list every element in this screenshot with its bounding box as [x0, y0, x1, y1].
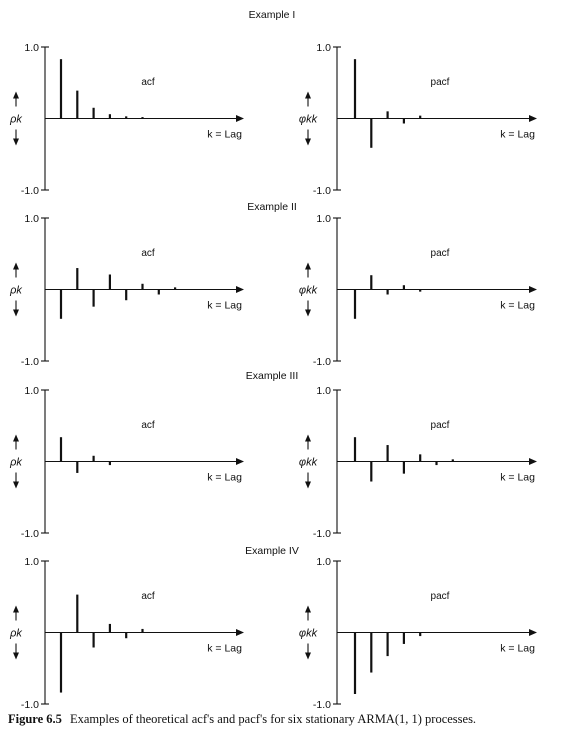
arrow-up-icon — [13, 605, 19, 613]
panel-label: acf — [141, 420, 155, 431]
example-1: Example I — [249, 9, 296, 21]
y-axis-label: ρk — [9, 628, 22, 640]
arrow-up-icon — [305, 434, 311, 442]
y-axis-label: φkk — [299, 457, 318, 469]
panel-label: pacf — [431, 591, 450, 602]
arrow-down-icon — [13, 652, 19, 660]
x-axis-label: k = Lag — [500, 129, 535, 141]
panel-pacf-example-4: 1.0 -1.0 k = Lag pacf φkk — [299, 556, 537, 708]
y-tick-label-bottom: -1.0 — [313, 699, 331, 708]
example-3: Example III — [246, 370, 299, 382]
panel-acf-example-3: 1.0 -1.0 k = Lag acf ρk — [9, 385, 244, 540]
arrow-down-icon — [13, 309, 19, 317]
x-axis-label: k = Lag — [500, 472, 535, 484]
example-title: Example IV — [245, 545, 299, 557]
x-axis-arrow-icon — [529, 629, 537, 636]
y-axis-label: φkk — [299, 285, 318, 297]
panel-label: pacf — [431, 420, 450, 431]
y-axis-label: ρk — [9, 457, 22, 469]
y-tick-label-bottom: -1.0 — [313, 528, 331, 540]
y-tick-label-bottom: -1.0 — [21, 185, 39, 197]
panel-label: pacf — [431, 248, 450, 259]
panel-label: pacf — [431, 77, 450, 88]
arrow-down-icon — [305, 481, 311, 489]
y-tick-label-top: 1.0 — [24, 385, 39, 397]
example-title: Example II — [247, 201, 297, 213]
x-axis-label: k = Lag — [207, 129, 242, 141]
arrow-up-icon — [305, 91, 311, 99]
figure-acf-pacf: Example I Example II Example III Example… — [9, 9, 537, 708]
x-axis-label: k = Lag — [207, 300, 242, 312]
y-axis-label: φkk — [299, 114, 318, 126]
y-axis-label: φkk — [299, 628, 318, 640]
caption-text: Examples of theoretical acf's and pacf's… — [69, 712, 477, 726]
y-tick-label-bottom: -1.0 — [313, 185, 331, 197]
y-tick-label-top: 1.0 — [24, 42, 39, 54]
y-tick-label-top: 1.0 — [24, 213, 39, 225]
y-axis-label: ρk — [9, 114, 22, 126]
y-tick-label-bottom: -1.0 — [21, 699, 39, 708]
example-title: Example I — [249, 9, 296, 21]
y-tick-label-top: 1.0 — [316, 556, 331, 568]
x-axis-label: k = Lag — [500, 300, 535, 312]
panel-pacf-example-3: 1.0 -1.0 k = Lag pacf φkk — [299, 385, 537, 540]
arrow-down-icon — [305, 309, 311, 317]
x-axis-label: k = Lag — [207, 472, 242, 484]
x-axis-arrow-icon — [529, 458, 537, 465]
y-tick-label-bottom: -1.0 — [313, 356, 331, 368]
panel-label: acf — [141, 77, 155, 88]
example-2: Example II — [247, 201, 297, 213]
panel-pacf-example-1: 1.0 -1.0 k = Lag pacf φkk — [299, 42, 537, 197]
panel-pacf-example-2: 1.0 -1.0 k = Lag pacf φkk — [299, 213, 537, 368]
arrow-up-icon — [13, 91, 19, 99]
caption-label: Figure 6.5 — [8, 712, 62, 726]
panel-acf-example-4: 1.0 -1.0 k = Lag acf ρk — [9, 556, 244, 708]
x-axis-arrow-icon — [529, 115, 537, 122]
y-tick-label-top: 1.0 — [316, 42, 331, 54]
arrow-down-icon — [13, 138, 19, 146]
figure-caption: Figure 6.5 Examples of theoretical acf's … — [8, 712, 556, 727]
x-axis-arrow-icon — [236, 115, 244, 122]
example-4: Example IV — [245, 545, 299, 557]
x-axis-label: k = Lag — [207, 643, 242, 655]
panel-acf-example-2: 1.0 -1.0 k = Lag acf ρk — [9, 213, 244, 368]
panels-layer: 1.0 -1.0 k = Lag acf ρk 1.0 -1.0 k = Lag pacf φkk… — [9, 42, 537, 708]
arrow-up-icon — [13, 262, 19, 270]
arrow-down-icon — [305, 138, 311, 146]
y-tick-label-bottom: -1.0 — [21, 356, 39, 368]
x-axis-arrow-icon — [236, 286, 244, 293]
arrow-up-icon — [305, 605, 311, 613]
example-title: Example III — [246, 370, 299, 382]
y-tick-label-bottom: -1.0 — [21, 528, 39, 540]
y-tick-label-top: 1.0 — [316, 213, 331, 225]
arrow-up-icon — [305, 262, 311, 270]
y-tick-label-top: 1.0 — [316, 385, 331, 397]
panel-label: acf — [141, 248, 155, 259]
arrow-down-icon — [305, 652, 311, 660]
x-axis-arrow-icon — [236, 458, 244, 465]
y-tick-label-top: 1.0 — [24, 556, 39, 568]
x-axis-arrow-icon — [236, 629, 244, 636]
y-axis-label: ρk — [9, 285, 22, 297]
arrow-up-icon — [13, 434, 19, 442]
x-axis-label: k = Lag — [500, 643, 535, 655]
arrow-down-icon — [13, 481, 19, 489]
x-axis-arrow-icon — [529, 286, 537, 293]
panel-acf-example-1: 1.0 -1.0 k = Lag acf ρk — [9, 42, 244, 197]
panel-label: acf — [141, 591, 155, 602]
